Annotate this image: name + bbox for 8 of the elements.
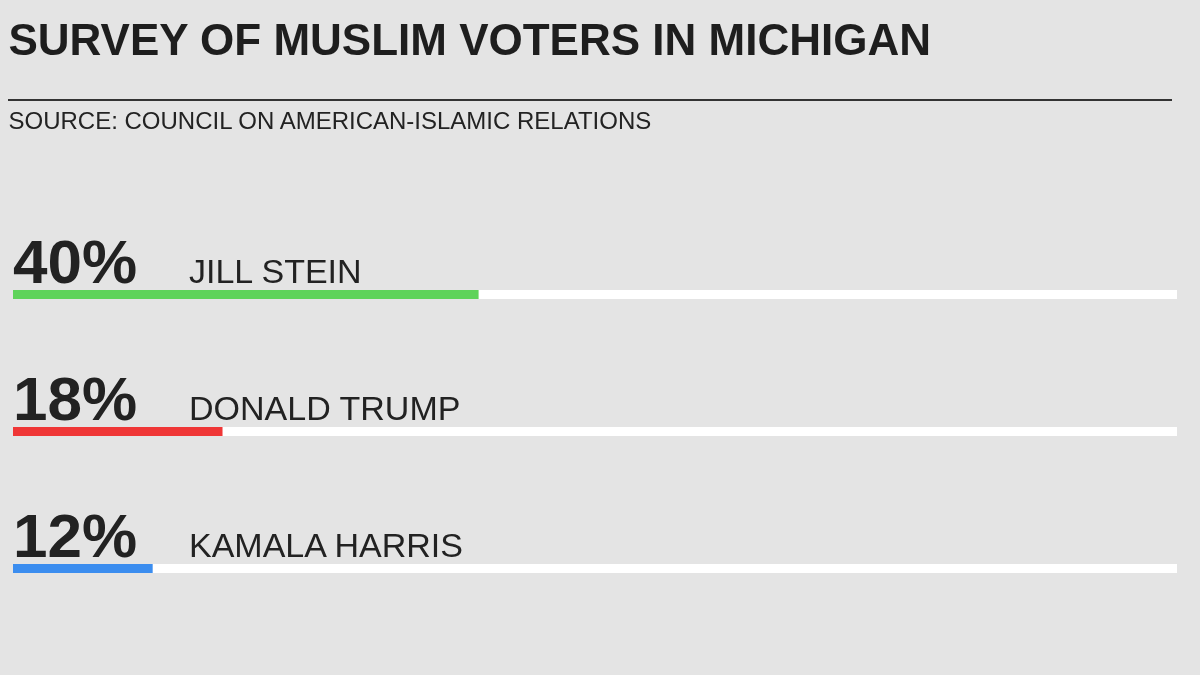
data-label: 40% xyxy=(13,226,138,296)
chart-subtitle: SOURCE: COUNCIL ON AMERICAN-ISLAMIC RELATIONS xyxy=(8,107,652,134)
y-tick-label: JILL STEIN xyxy=(189,251,362,290)
data-label: 18% xyxy=(13,363,138,433)
y-tick-label: KAMALA HARRIS xyxy=(189,525,463,564)
y-tick-label: DONALD TRUMP xyxy=(189,388,461,427)
data-label: 12% xyxy=(13,500,138,570)
chart-title: SURVEY OF MUSLIM VOTERS IN MICHIGAN xyxy=(8,15,931,64)
